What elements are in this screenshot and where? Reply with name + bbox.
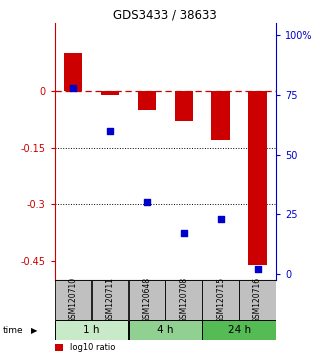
Bar — [101, 91, 119, 95]
Text: GSM120711: GSM120711 — [105, 277, 115, 323]
Bar — [55, 344, 64, 351]
Text: GSM120708: GSM120708 — [179, 277, 188, 323]
Point — [218, 216, 223, 222]
Text: log10 ratio: log10 ratio — [70, 343, 116, 352]
Point — [255, 267, 260, 272]
Bar — [175, 91, 193, 121]
Bar — [129, 320, 202, 340]
Bar — [129, 280, 165, 320]
Bar — [248, 91, 267, 264]
Text: 1 h: 1 h — [83, 325, 100, 335]
Bar — [64, 53, 82, 91]
Bar — [92, 280, 128, 320]
Title: GDS3433 / 38633: GDS3433 / 38633 — [113, 9, 217, 22]
Point — [71, 85, 76, 90]
Bar — [55, 320, 128, 340]
Point — [107, 128, 113, 133]
Bar — [203, 320, 276, 340]
Bar — [138, 91, 156, 110]
Bar — [239, 280, 276, 320]
Text: 4 h: 4 h — [157, 325, 174, 335]
Text: GSM120648: GSM120648 — [142, 277, 152, 323]
Text: ▶: ▶ — [30, 326, 37, 335]
Bar — [55, 280, 91, 320]
Bar — [166, 280, 202, 320]
Point — [144, 200, 150, 205]
Bar — [203, 280, 239, 320]
Text: GSM120715: GSM120715 — [216, 277, 225, 323]
Bar — [212, 91, 230, 140]
Text: GSM120710: GSM120710 — [68, 277, 78, 323]
Text: time: time — [3, 326, 24, 335]
Text: 24 h: 24 h — [228, 325, 251, 335]
Point — [181, 230, 187, 236]
Text: GSM120716: GSM120716 — [253, 277, 262, 323]
